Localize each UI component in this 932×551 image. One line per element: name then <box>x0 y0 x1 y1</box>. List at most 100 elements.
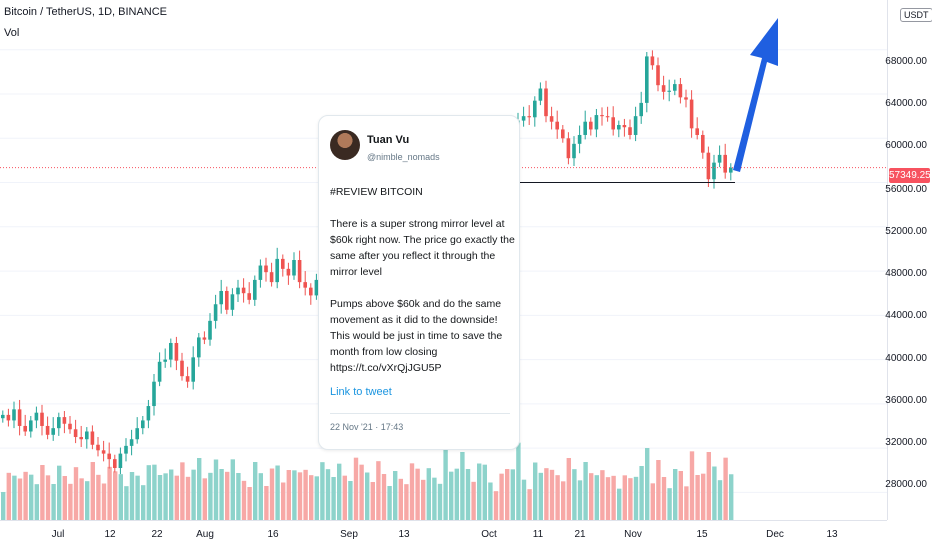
time-axis[interactable]: Jul 12 22 Aug 16 Sep 13 Oct 11 21 Nov 15… <box>0 520 887 551</box>
tweet-body: #REVIEW BITCOIN There is a super strong … <box>330 186 515 374</box>
candle-body <box>230 294 235 310</box>
candle-body <box>107 453 111 460</box>
current-price-badge: 57349.25 <box>889 168 931 183</box>
candle-body <box>701 134 705 153</box>
price-axis[interactable]: 68000.00 64000.00 60000.00 56000.00 5200… <box>885 0 932 520</box>
volume-bar <box>398 478 403 520</box>
volume-bar <box>359 464 364 520</box>
volume-bar <box>174 475 179 520</box>
volume-bar <box>107 466 112 520</box>
volume-bar <box>510 469 515 520</box>
candle-body <box>269 272 274 283</box>
volume-bar <box>443 435 448 520</box>
volume-bar <box>477 463 482 520</box>
volume-bar <box>617 488 622 520</box>
currency-unit-button[interactable]: USDT <box>900 8 932 22</box>
volume-bar <box>583 462 588 520</box>
time-tick-label: Aug <box>196 529 214 540</box>
candle-body <box>96 444 100 451</box>
volume-bar <box>566 458 571 520</box>
volume-bar <box>258 473 263 520</box>
candle-body <box>684 97 688 100</box>
candle-body <box>723 154 727 173</box>
candle-body <box>633 116 638 135</box>
volume-bar <box>667 488 672 520</box>
volume-bar <box>650 483 655 520</box>
price-tick-label: 48000.00 <box>885 268 927 279</box>
volume-bar <box>723 457 728 520</box>
volume-bar <box>622 475 627 520</box>
volume-bar <box>370 482 375 520</box>
volume-bar <box>594 475 599 520</box>
candle-body <box>51 428 55 435</box>
volume-bar <box>297 472 303 520</box>
volume-bar <box>628 478 633 520</box>
volume-bar <box>544 468 549 520</box>
volume-bar <box>527 489 532 520</box>
candle-body <box>297 260 302 283</box>
candle-body <box>314 279 319 296</box>
candle-body <box>303 282 307 288</box>
volume-bar <box>320 462 325 520</box>
volume-bar <box>482 464 487 520</box>
candle-body <box>124 445 128 454</box>
volume-bar <box>645 448 650 520</box>
volume-bar <box>113 471 118 520</box>
candle-body <box>118 453 123 468</box>
candle-body <box>667 90 671 92</box>
volume-bar <box>57 465 62 520</box>
candle-body <box>34 412 39 421</box>
tweet-divider <box>330 413 510 414</box>
volume-bar <box>661 477 667 520</box>
avatar <box>330 130 360 160</box>
volume-bar <box>437 483 443 520</box>
volume-bar <box>101 483 107 520</box>
volume-bar <box>118 474 123 520</box>
price-tick-label: 64000.00 <box>885 98 927 109</box>
volume-bar <box>213 459 219 520</box>
volume-bar <box>152 464 157 520</box>
candle-body <box>40 412 44 426</box>
candle-body <box>163 359 167 362</box>
volume-bar <box>331 477 336 520</box>
volume-bar <box>45 475 51 520</box>
volume-bar <box>96 474 101 520</box>
candle-body <box>292 260 296 276</box>
tweet-date: 22 Nov '21 · 17:43 <box>330 422 404 432</box>
volume-bar <box>695 475 700 520</box>
volume-bar <box>538 472 543 520</box>
volume-bar <box>712 466 717 520</box>
volume-bar <box>51 484 56 520</box>
volume-bar <box>717 480 723 520</box>
candle-body <box>622 125 627 128</box>
volume-bar <box>605 477 611 520</box>
candle-body <box>673 84 677 91</box>
candle-body <box>729 167 733 173</box>
volume-bar <box>225 471 230 520</box>
candle-body <box>129 439 134 446</box>
volume-bar <box>426 468 431 520</box>
volume-bar <box>219 469 224 520</box>
volume-bar <box>572 469 577 520</box>
candle-body <box>225 290 229 310</box>
time-tick-label: Sep <box>340 529 358 540</box>
volume-bar <box>197 458 202 520</box>
volume-bar <box>169 469 174 520</box>
projection-arrow-icon <box>733 18 778 172</box>
volume-bar <box>208 472 213 520</box>
chart-area[interactable]: Bitcoin / TetherUS, 1D, BINANCE Vol Tuan… <box>0 0 887 520</box>
candle-body <box>90 431 95 445</box>
volume-bar <box>191 469 196 520</box>
price-tick-label: 40000.00 <box>885 353 927 364</box>
candle-body <box>113 459 117 468</box>
price-tick-label: 68000.00 <box>885 56 927 67</box>
volume-bar <box>314 476 319 520</box>
volume-bar <box>353 457 359 520</box>
candle-body <box>538 88 543 101</box>
candle-body <box>157 361 162 382</box>
volume-bar <box>505 469 510 520</box>
volume-indicator-label[interactable]: Vol <box>4 27 20 39</box>
link-to-tweet[interactable]: Link to tweet <box>330 386 392 398</box>
volume-bar <box>421 479 426 520</box>
volume-bar <box>275 465 280 520</box>
